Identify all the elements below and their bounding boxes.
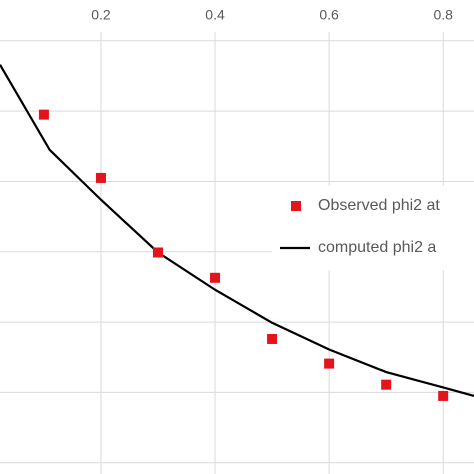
marker	[324, 358, 335, 369]
legend-label: Observed phi2 at	[318, 197, 440, 214]
x-tick-label: 0.2	[91, 7, 111, 23]
marker	[438, 390, 449, 401]
legend-marker	[291, 201, 301, 211]
x-tick-label: 0.8	[433, 7, 453, 23]
marker	[38, 109, 49, 120]
legend-box	[272, 186, 474, 270]
x-tick-label: 0.6	[319, 7, 339, 23]
x-tick-label: 0.4	[205, 7, 225, 23]
legend-label: computed phi2 a	[318, 239, 436, 256]
marker	[153, 247, 163, 258]
marker	[381, 379, 392, 390]
marker	[95, 172, 106, 183]
marker	[210, 272, 221, 283]
curve	[0, 64, 474, 397]
marker	[267, 333, 278, 344]
